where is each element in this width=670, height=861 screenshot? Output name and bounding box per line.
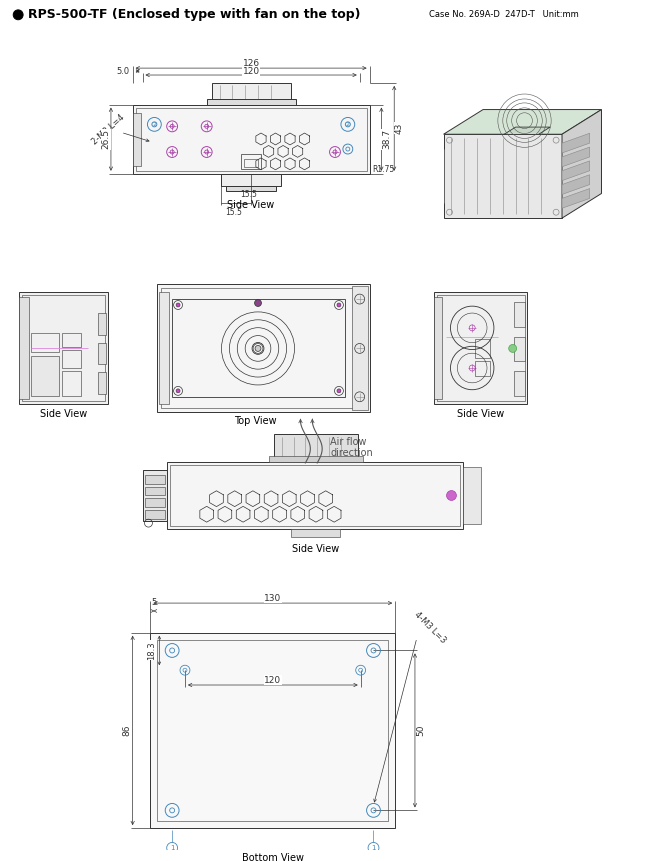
Polygon shape — [562, 161, 590, 181]
Text: Side View: Side View — [40, 409, 87, 418]
Bar — [212, 83, 291, 105]
Bar — [444, 134, 562, 218]
Text: 15.5: 15.5 — [225, 208, 242, 217]
Bar — [433, 292, 527, 404]
Text: 2-M3 L=4: 2-M3 L=4 — [90, 113, 126, 146]
Text: 130: 130 — [264, 593, 281, 603]
Polygon shape — [562, 175, 590, 195]
Text: 86: 86 — [122, 725, 131, 736]
Bar — [172, 299, 345, 397]
Polygon shape — [562, 189, 590, 208]
Bar — [62, 371, 81, 396]
Circle shape — [13, 9, 23, 20]
Bar — [31, 356, 59, 396]
Bar — [157, 640, 389, 821]
Bar — [464, 467, 481, 524]
Polygon shape — [444, 109, 602, 134]
Polygon shape — [562, 109, 602, 218]
Circle shape — [337, 303, 341, 307]
Circle shape — [446, 491, 456, 500]
Bar — [433, 297, 442, 399]
Text: Bottom View: Bottom View — [242, 852, 304, 861]
Bar — [168, 462, 464, 529]
Bar — [206, 99, 295, 105]
Bar — [135, 108, 366, 170]
Text: 120: 120 — [264, 676, 281, 684]
Text: 126: 126 — [243, 59, 260, 68]
Bar — [145, 486, 165, 495]
Text: 1: 1 — [170, 845, 174, 851]
Bar — [241, 154, 261, 169]
Bar — [145, 499, 165, 507]
Bar — [514, 302, 525, 326]
Text: 2: 2 — [152, 122, 156, 127]
Bar — [514, 337, 525, 362]
Circle shape — [176, 303, 180, 307]
Circle shape — [509, 344, 517, 352]
Text: 38.7: 38.7 — [382, 129, 391, 149]
Text: 120: 120 — [243, 66, 260, 76]
Bar — [151, 633, 395, 828]
Bar — [514, 371, 525, 396]
Bar — [226, 186, 276, 191]
Text: Top View: Top View — [234, 417, 277, 426]
Text: Case No. 269A-D  247D-T   Unit:mm: Case No. 269A-D 247D-T Unit:mm — [429, 10, 578, 19]
Bar — [291, 529, 340, 537]
Bar — [22, 295, 105, 400]
Bar — [133, 113, 141, 166]
Bar — [19, 292, 108, 404]
Text: 2: 2 — [346, 122, 350, 127]
Text: Side View: Side View — [457, 409, 505, 418]
Text: 5.0: 5.0 — [117, 66, 130, 76]
Circle shape — [176, 389, 180, 393]
Circle shape — [255, 345, 261, 351]
Bar — [244, 159, 258, 167]
Text: RPS-500-TF (Enclosed type with fan on the top): RPS-500-TF (Enclosed type with fan on th… — [28, 9, 360, 22]
Polygon shape — [562, 147, 590, 167]
Bar — [133, 105, 370, 174]
Bar — [274, 434, 358, 462]
Bar — [161, 288, 366, 407]
Text: 1: 1 — [371, 845, 376, 851]
Bar — [157, 284, 370, 412]
Text: 43: 43 — [395, 122, 403, 134]
Text: Side View: Side View — [228, 201, 275, 210]
Circle shape — [255, 300, 261, 307]
Bar — [143, 470, 168, 521]
Bar — [222, 174, 281, 186]
Bar — [62, 350, 81, 369]
Bar — [62, 332, 81, 348]
Bar — [352, 286, 368, 410]
Polygon shape — [504, 127, 550, 134]
Bar — [98, 343, 106, 364]
Text: 50: 50 — [416, 725, 425, 736]
Text: R1.75: R1.75 — [373, 165, 395, 174]
Bar — [475, 362, 490, 376]
Bar — [31, 332, 59, 352]
Bar — [437, 295, 525, 400]
Text: 5: 5 — [151, 598, 157, 607]
Circle shape — [337, 389, 341, 393]
Text: 18.3: 18.3 — [147, 641, 156, 660]
Bar — [269, 456, 362, 462]
Bar — [475, 338, 490, 358]
Bar — [19, 297, 29, 399]
Bar — [145, 511, 165, 519]
Bar — [98, 372, 106, 393]
Text: 15.5: 15.5 — [241, 190, 257, 200]
Bar — [170, 465, 460, 526]
Text: direction: direction — [330, 448, 373, 458]
Bar — [145, 474, 165, 484]
Text: 4-M3 L=3: 4-M3 L=3 — [413, 610, 448, 645]
Text: 26.5: 26.5 — [102, 129, 111, 149]
Polygon shape — [562, 133, 590, 153]
Text: Air flow: Air flow — [330, 437, 366, 447]
Bar — [159, 292, 170, 404]
Text: Side View: Side View — [291, 544, 339, 554]
Bar — [98, 313, 106, 335]
